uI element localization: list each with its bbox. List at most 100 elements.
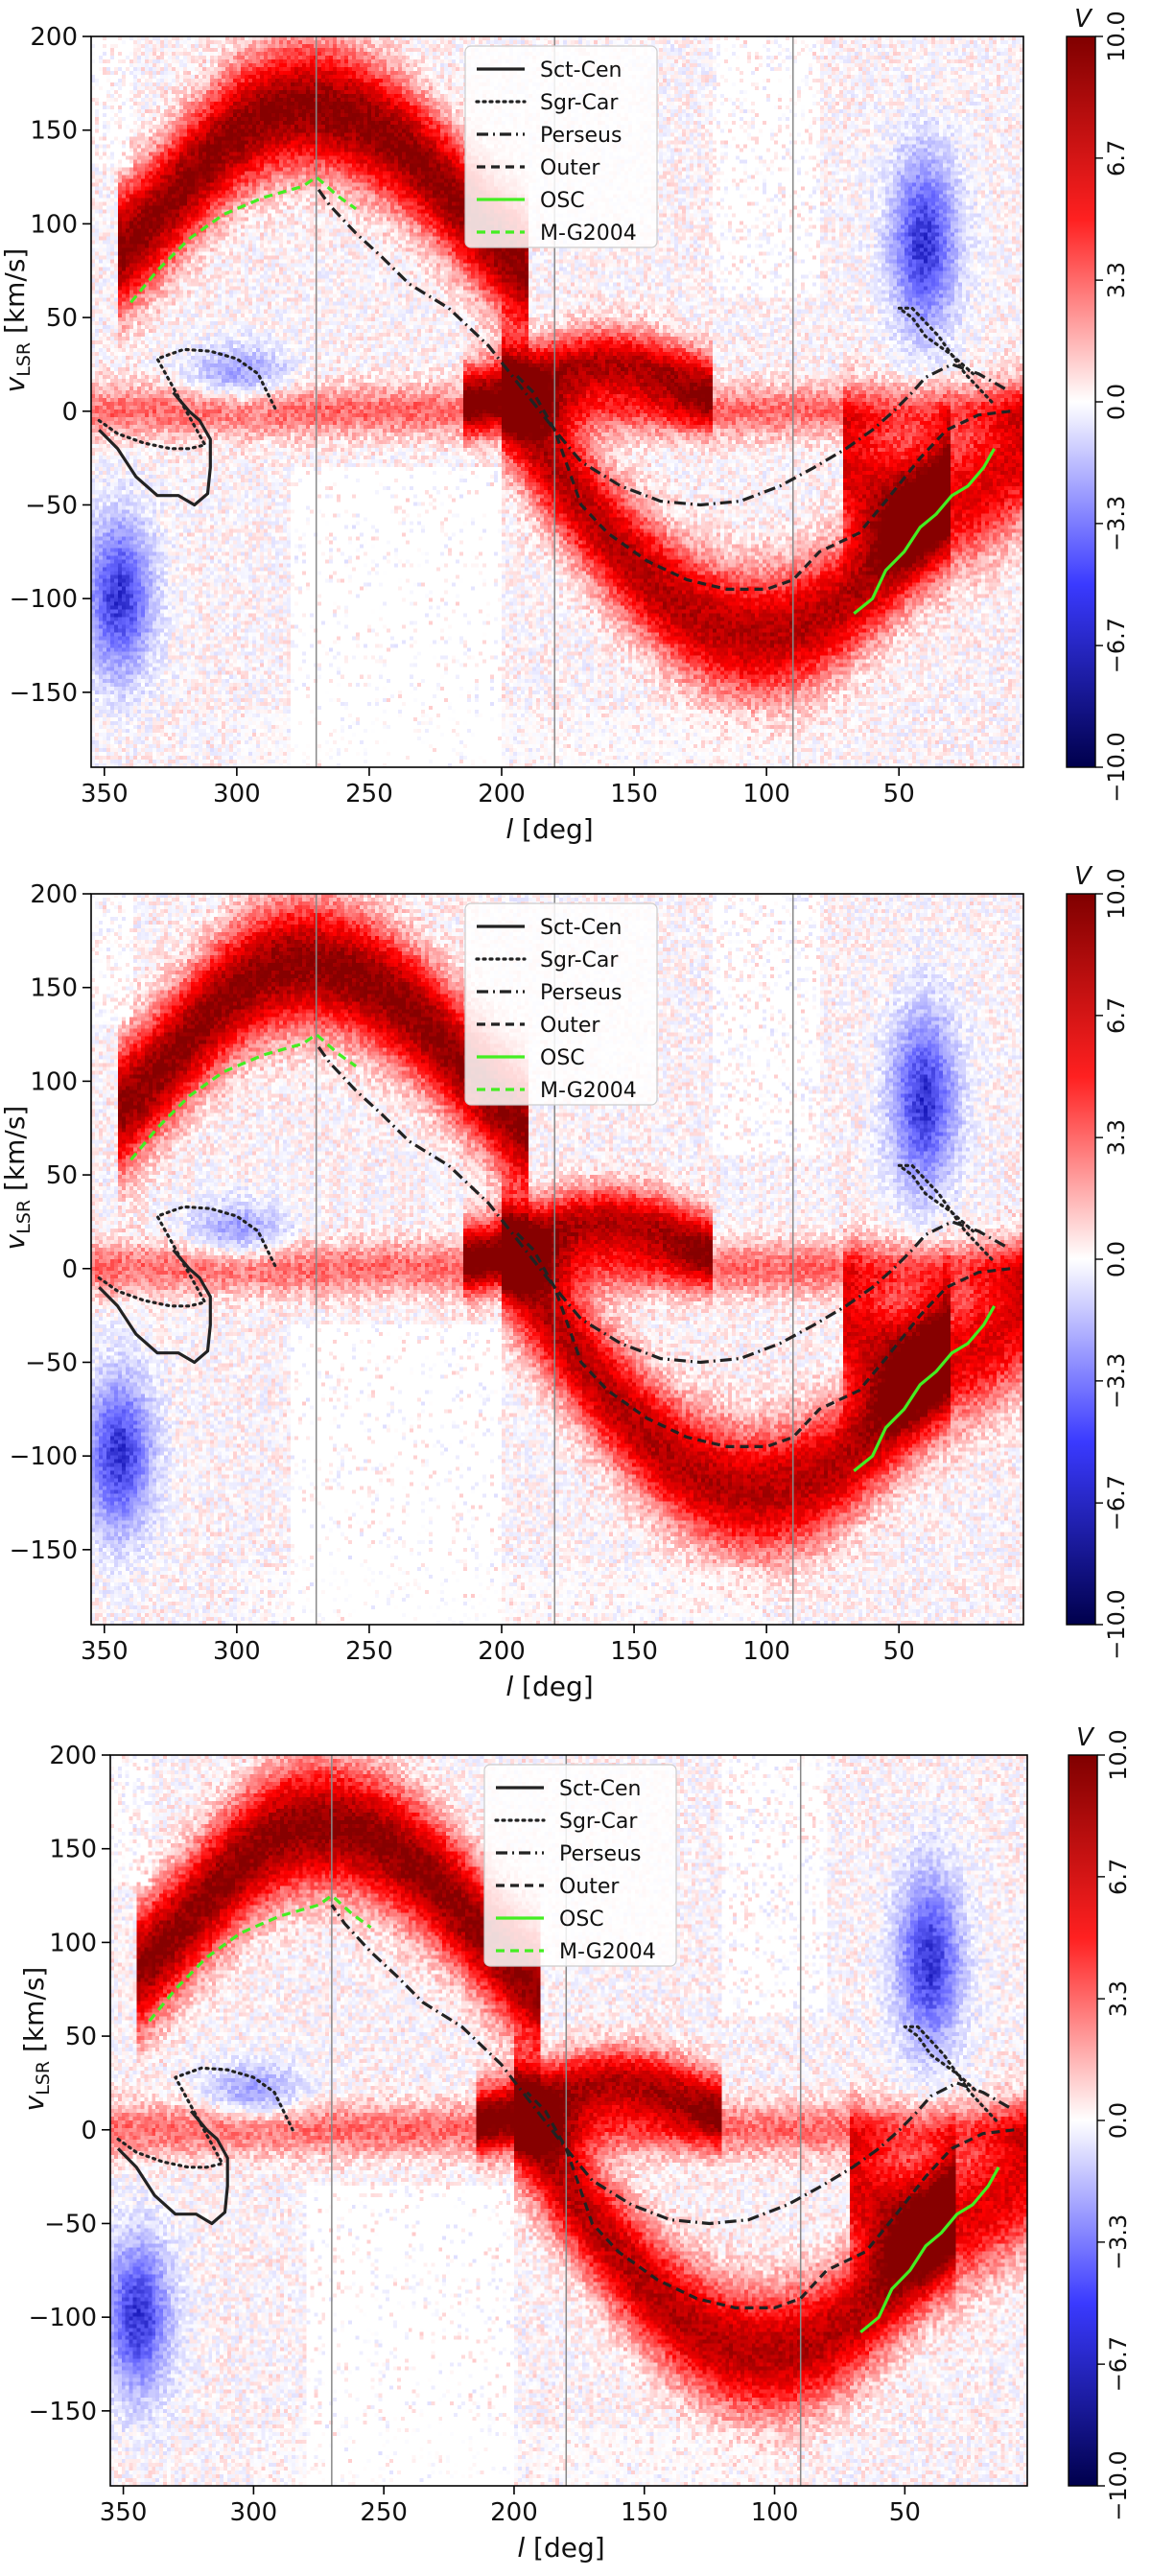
x-tick-label: 50	[883, 1637, 915, 1666]
legend-label: Sct-Cen	[540, 59, 622, 82]
legend-label: Sct-Cen	[540, 916, 622, 940]
colorbar	[1066, 35, 1096, 768]
y-tick-label: −50	[44, 2210, 97, 2238]
arm-curve-sct_cen	[116, 2110, 229, 2226]
colorbar-tick-label: −10.0	[1105, 2450, 1132, 2521]
legend-label: M-G2004	[540, 222, 637, 246]
colorbar-label: V	[1076, 1723, 1095, 1752]
x-tick-label: 300	[213, 1637, 261, 1666]
x-tick-label: 100	[751, 2498, 799, 2527]
y-tick-label: 0	[61, 398, 78, 427]
arm-curve-osc	[859, 2166, 1000, 2334]
y-axis-label: vLSR [km/s]	[0, 248, 35, 393]
legend-label: OSC	[540, 189, 585, 213]
arm-curve-outer	[513, 372, 1011, 591]
colorbar	[1068, 1754, 1098, 2487]
arm-curve-mg2004	[129, 175, 358, 304]
y-tick-label: 50	[65, 2023, 97, 2051]
x-tick-label: 350	[81, 1637, 129, 1666]
arm-curve-perseus	[315, 185, 1006, 507]
x-tick-label: 350	[100, 2498, 148, 2527]
y-tick-label: 0	[81, 2117, 97, 2145]
colorbar-tick-label: 10.0	[1103, 11, 1130, 61]
x-tick-label: 100	[742, 780, 790, 808]
colorbar-tick-label: 0.0	[1103, 384, 1130, 420]
arm-curve-sct_cen	[98, 1249, 212, 1365]
colorbar-tick-label: 10.0	[1103, 868, 1130, 919]
legend-label: Outer	[559, 1875, 620, 1899]
colorbar-tick-label: −3.3	[1105, 2214, 1132, 2270]
x-tick-label: 250	[345, 1637, 393, 1666]
y-tick-label: −100	[10, 585, 78, 614]
arm-curve-perseus_upper	[903, 2025, 998, 2122]
colorbar-tick-label: −6.7	[1105, 2336, 1132, 2392]
colorbar-tick-label: 3.3	[1103, 262, 1130, 298]
y-axis-label: vLSR [km/s]	[18, 1967, 54, 2112]
legend-label: Sgr-Car	[559, 1810, 638, 1834]
colorbar-tick-label: 10.0	[1105, 1729, 1132, 1780]
colorbar-tick-label: −10.0	[1103, 732, 1130, 803]
colorbar-tick-label: −6.7	[1103, 1475, 1130, 1531]
y-tick-label: 200	[30, 23, 78, 52]
arm-curve-osc	[853, 448, 996, 616]
legend-box	[464, 45, 658, 248]
x-axis-label: l [deg]	[517, 2532, 604, 2564]
plot-frame	[90, 35, 1024, 768]
colorbar-tick-label: −3.3	[1103, 496, 1130, 551]
panel-middle: 350 300 250 200 150 100 50 200 150 100 50 0 −50 −100 −…	[0, 862, 1130, 1702]
legend-label: OSC	[559, 1908, 604, 1932]
y-tick-label: 50	[46, 1161, 78, 1190]
legend-label: M-G2004	[559, 1940, 656, 1964]
legend-label: OSC	[540, 1046, 585, 1070]
x-tick-label: 50	[883, 780, 915, 808]
arm-curve-perseus_upper	[897, 1163, 994, 1261]
legend-box	[464, 902, 658, 1106]
y-tick-label: −100	[10, 1442, 78, 1471]
legend-label: Outer	[540, 156, 600, 180]
legend-label: Sgr-Car	[540, 91, 619, 115]
arm-curve-outer	[526, 2091, 1015, 2309]
y-tick-label: −100	[29, 2304, 97, 2332]
y-tick-label: 100	[49, 1929, 97, 1957]
y-tick-label: 150	[30, 117, 78, 146]
arm-curve-perseus	[315, 1042, 1006, 1365]
y-tick-label: 200	[49, 1742, 97, 1770]
y-tick-label: 200	[30, 880, 78, 909]
colorbar-label: V	[1074, 5, 1093, 34]
legend-label: Perseus	[559, 1842, 641, 1866]
legend-label: M-G2004	[540, 1079, 637, 1103]
y-tick-label: −50	[25, 491, 78, 520]
colorbar	[1066, 893, 1096, 1626]
x-tick-label: 200	[478, 1637, 526, 1666]
y-tick-label: −150	[10, 679, 78, 708]
arm-curve-sgr_car	[97, 1205, 278, 1308]
arm-curve-mg2004	[148, 1893, 372, 2023]
y-tick-label: 100	[30, 210, 78, 239]
x-tick-label: 200	[490, 2498, 538, 2527]
colorbar-tick-label: 6.7	[1103, 140, 1130, 176]
legend-box	[483, 1764, 677, 1967]
arm-curve-perseus	[330, 1904, 1010, 2226]
colorbar-tick-label: −6.7	[1103, 618, 1130, 673]
arm-curve-outer	[513, 1229, 1011, 1448]
plot-frame	[109, 1754, 1028, 2487]
legend-label: Sgr-Car	[540, 948, 619, 972]
colorbar-tick-label: 6.7	[1105, 1859, 1132, 1895]
colorbar-tick-label: 6.7	[1103, 997, 1130, 1034]
legend-label: Outer	[540, 1014, 600, 1038]
legend-label: Perseus	[540, 124, 622, 148]
colorbar-tick-label: −3.3	[1103, 1353, 1130, 1409]
arm-curve-mg2004	[129, 1032, 358, 1161]
colorbar-tick-label: 0.0	[1105, 2102, 1132, 2139]
x-tick-label: 300	[230, 2498, 278, 2527]
panel-bottom: 350 300 250 200 150 100 50 200 150 100 50 0 −50 −100 −…	[18, 1723, 1132, 2564]
colorbar-tick-label: −10.0	[1103, 1589, 1130, 1660]
y-tick-label: −150	[29, 2398, 97, 2426]
legend-label: Sct-Cen	[559, 1777, 641, 1801]
x-tick-label: 100	[742, 1637, 790, 1666]
x-tick-label: 200	[478, 780, 526, 808]
plot-frame	[90, 893, 1024, 1626]
arm-curve-sgr_car	[97, 347, 278, 451]
y-tick-label: −150	[10, 1536, 78, 1565]
x-tick-label: 250	[345, 780, 393, 808]
